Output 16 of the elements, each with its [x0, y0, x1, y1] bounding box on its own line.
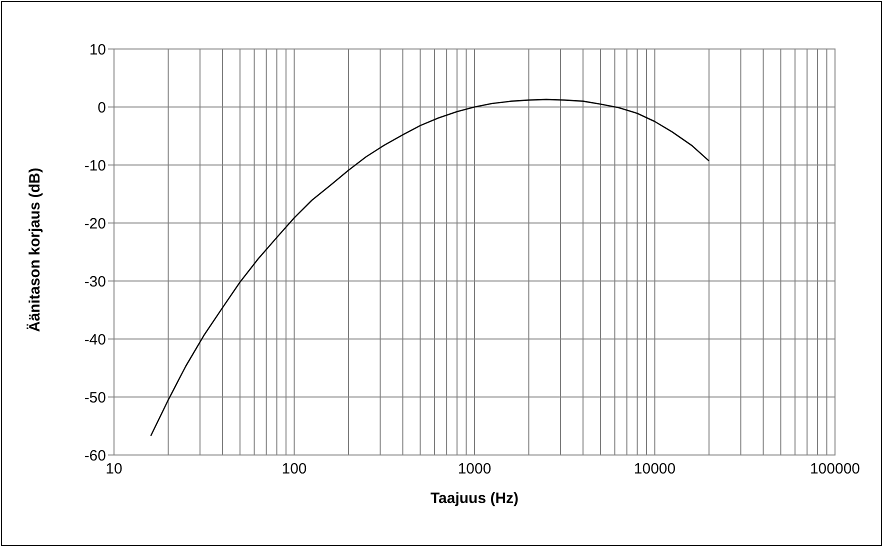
y-tick-label: -10	[84, 157, 106, 174]
y-tick-label: 0	[98, 99, 106, 116]
y-tick-label: 10	[89, 41, 106, 58]
x-tick-label: 10	[106, 460, 122, 478]
x-tick-label: 1000	[458, 460, 492, 478]
x-tick-label: 100	[282, 460, 307, 478]
y-tick-label: -30	[84, 273, 106, 290]
y-axis-title: Äänitason korjaus (dB)	[26, 168, 44, 332]
y-tick-label: -60	[84, 447, 106, 464]
y-tick-label: -20	[84, 215, 106, 232]
x-axis-title: Taajuus (Hz)	[430, 490, 519, 507]
line-series	[150, 98, 710, 437]
y-tick-label: -50	[84, 389, 106, 406]
y-tick-label: -40	[84, 331, 106, 348]
x-tick-label: 10000	[634, 460, 676, 478]
x-tick-label: 100000	[810, 460, 860, 478]
